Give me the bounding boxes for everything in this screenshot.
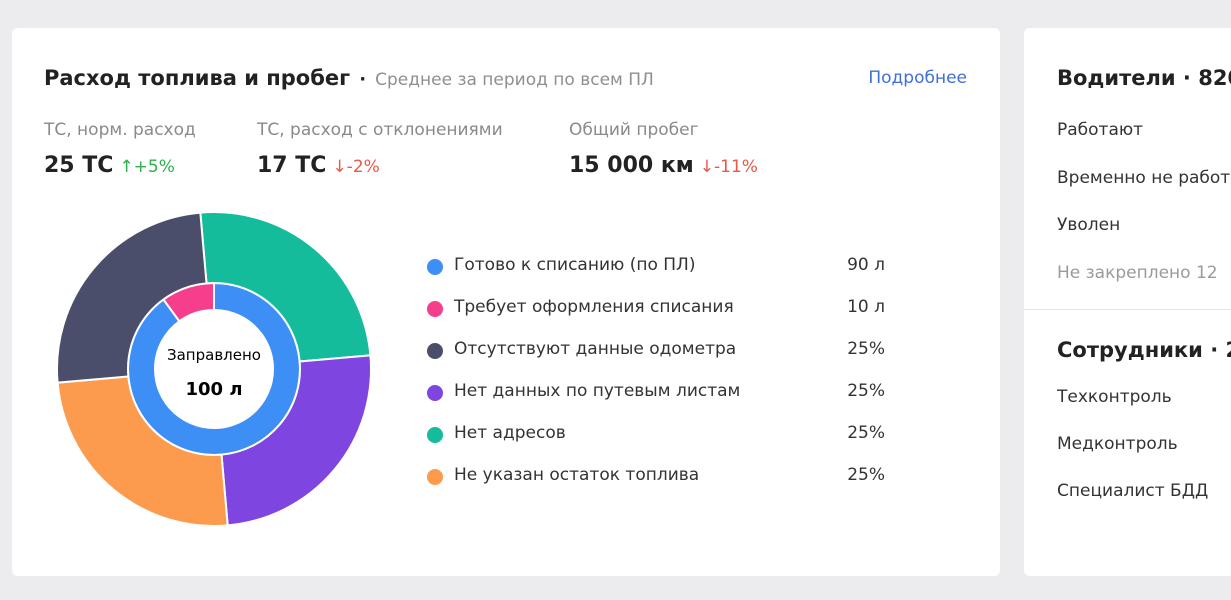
donut-slice-outer-3[interactable]	[56, 211, 208, 384]
fuel-consumption-card: Расход топлива и пробег · Среднее за пер…	[12, 28, 1000, 576]
legend-value: 25%	[847, 423, 885, 443]
staff-title: Сотрудники · 25	[1057, 338, 1231, 362]
center-value: 100 л	[185, 379, 242, 400]
legend-value: 25%	[847, 339, 885, 359]
legend-dot-icon	[427, 301, 443, 317]
stat-value: 15 000 км	[569, 153, 694, 178]
stat-mileage: 15 000 км ↓-11%	[569, 153, 758, 178]
card-header: Расход топлива и пробег · Среднее за пер…	[44, 66, 654, 90]
trend-down-delta: ↓-11%	[699, 157, 758, 177]
legend-label: Нет адресов	[454, 423, 566, 443]
legend-value: 90 л	[847, 255, 885, 275]
stat-label-mileage: Общий пробег	[569, 120, 699, 140]
title-separator: ·	[359, 69, 367, 90]
donut-slice-outer-0[interactable]	[199, 211, 372, 363]
drivers-title: Водители · 820	[1057, 66, 1231, 90]
legend-dot-icon	[427, 469, 443, 485]
drivers-row-unassigned: Не закреплено 12	[1057, 263, 1218, 283]
stat-label-deviation: ТС, расход с отклонениями	[257, 120, 503, 140]
legend-dot-icon	[427, 343, 443, 359]
stat-value: 17 ТС	[257, 153, 327, 178]
legend-dot-icon	[427, 259, 443, 275]
legend-label: Отсутствуют данные одометра	[454, 339, 737, 359]
legend-label: Не указан остаток топлива	[454, 465, 700, 485]
trend-up-delta: ↑+5%	[119, 157, 175, 177]
legend-item-ready: Готово к списанию (по ПЛ) 90 л	[427, 255, 897, 279]
divider	[1024, 309, 1231, 310]
legend-item-addresses: Нет адресов 25%	[427, 423, 897, 447]
legend-value: 25%	[847, 381, 885, 401]
legend-label: Требует оформления списания	[454, 297, 734, 317]
legend-item-waybills: Нет данных по путевым листам 25%	[427, 381, 897, 405]
staff-row-bdd[interactable]: Специалист БДД	[1057, 481, 1209, 501]
donut-slice-outer-2[interactable]	[56, 375, 229, 527]
card-title: Расход топлива и пробег	[44, 66, 351, 90]
legend-item-fuel-remainder: Не указан остаток топлива 25%	[427, 465, 897, 489]
center-label: Заправлено	[167, 346, 261, 364]
legend-dot-icon	[427, 385, 443, 401]
legend-value: 10 л	[847, 297, 885, 317]
drivers-row-working[interactable]: Работают	[1057, 120, 1144, 140]
staff-row-medcontrol[interactable]: Медконтроль	[1057, 434, 1178, 454]
legend-label: Нет данных по путевым листам	[454, 381, 741, 401]
drivers-row-temporarily[interactable]: Временно не работают	[1057, 168, 1231, 188]
legend-dot-icon	[427, 427, 443, 443]
fuel-donut-chart: Заправлено 100 л	[56, 211, 372, 527]
legend-item-odometer: Отсутствуют данные одометра 25%	[427, 339, 897, 363]
donut-center	[155, 310, 273, 428]
card-subtitle: Среднее за период по всем ПЛ	[375, 70, 654, 90]
legend-item-requires: Требует оформления списания 10 л	[427, 297, 897, 321]
stat-deviation: 17 ТС ↓-2%	[257, 153, 380, 178]
donut-slice-outer-1[interactable]	[220, 354, 372, 527]
stat-value: 25 ТС	[44, 153, 114, 178]
details-link[interactable]: Подробнее	[868, 68, 967, 88]
trend-down-delta: ↓-2%	[332, 157, 380, 177]
legend-label: Готово к списанию (по ПЛ)	[454, 255, 696, 275]
drivers-row-dismissed[interactable]: Уволен	[1057, 215, 1121, 235]
stat-label-normal-consumption: ТС, норм. расход	[44, 120, 196, 140]
stat-normal-consumption: 25 ТС ↑+5%	[44, 153, 175, 178]
staff-row-techcontrol[interactable]: Техконтроль	[1057, 387, 1172, 407]
drivers-staff-card: Водители · 820 Работают Временно не рабо…	[1024, 28, 1231, 576]
legend-value: 25%	[847, 465, 885, 485]
